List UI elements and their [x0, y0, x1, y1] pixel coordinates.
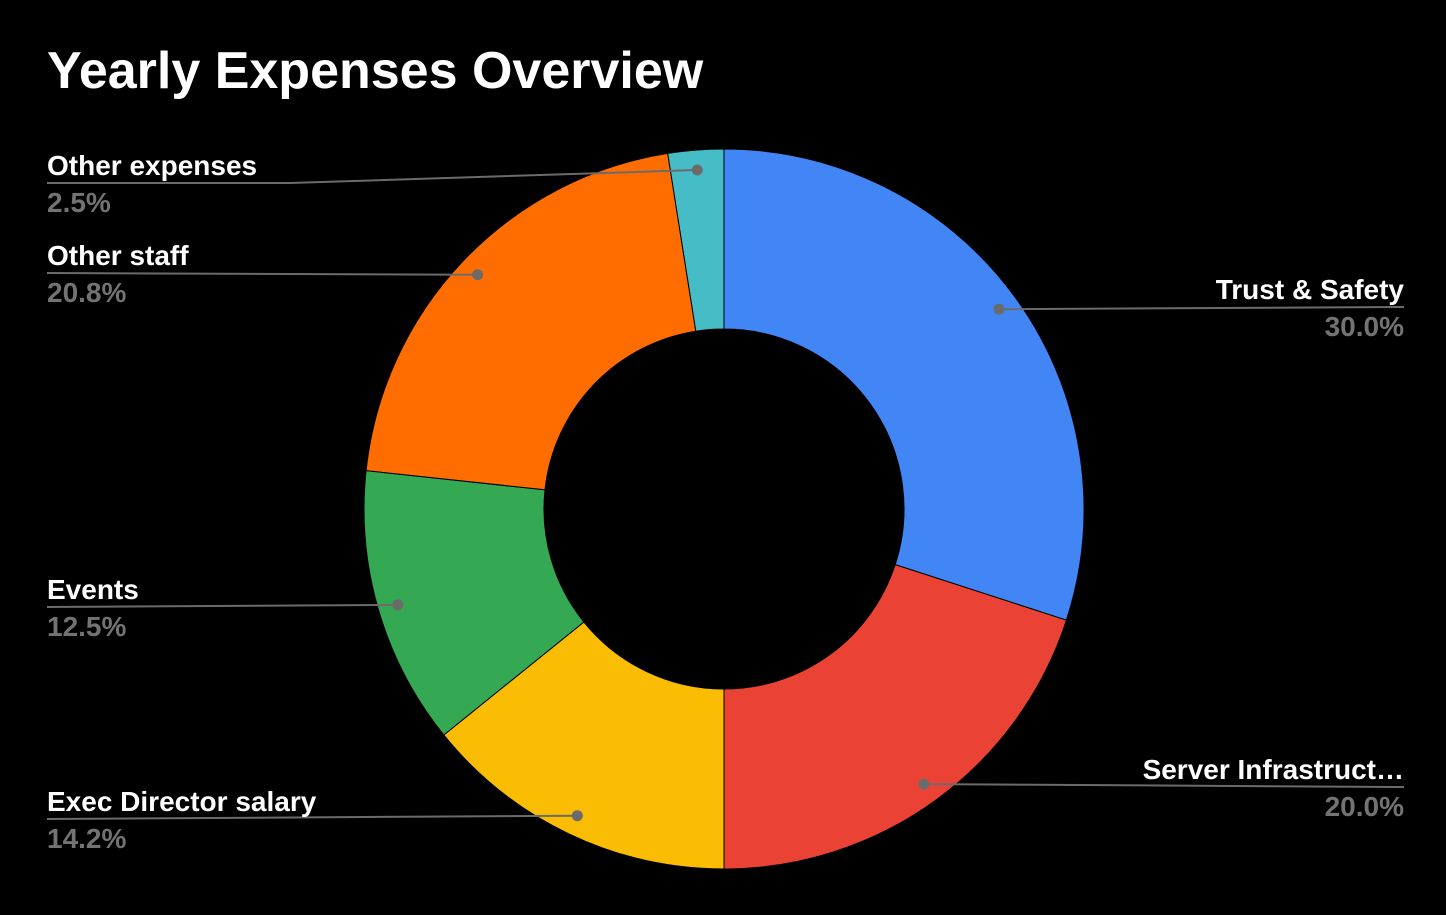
slice-label: Other staff — [47, 240, 189, 271]
chart-title: Yearly Expenses Overview — [47, 42, 704, 100]
leader-dot — [571, 810, 583, 822]
leader-dot — [392, 599, 404, 611]
pie-slice-other-expenses[interactable] — [667, 148, 725, 332]
pie-slice-server-infrastruct[interactable] — [723, 563, 1068, 870]
pie-slice-events[interactable] — [363, 470, 585, 736]
slice-percent: 30.0% — [1324, 311, 1404, 342]
leader-line — [47, 169, 698, 184]
leader-line — [46, 814, 578, 820]
slice-callout-other-staff: Other staff 20.8% — [47, 239, 189, 309]
leader-dot — [691, 164, 703, 176]
slice-label: Exec Director salary — [47, 786, 317, 817]
leader-dot — [993, 303, 1005, 315]
slice-callout-exec-director-salary: Exec Director salary 14.2% — [47, 785, 316, 855]
leader-dot — [918, 778, 930, 790]
slice-percent: 12.5% — [47, 611, 127, 642]
pie-slice-other-staff[interactable] — [365, 152, 697, 491]
slice-label: Trust & Safety — [1215, 274, 1404, 305]
pie-slice-trust-safety[interactable] — [723, 148, 1085, 621]
slice-percent: 2.5% — [47, 187, 111, 218]
leader-line — [999, 306, 1405, 311]
pie-slice-exec-director-salary[interactable] — [443, 621, 725, 870]
slice-callout-events: Events 12.5% — [47, 573, 139, 643]
slice-label: Other expenses — [47, 150, 258, 181]
slice-percent: 14.2% — [47, 823, 127, 854]
slice-callout-trust-safety: Trust & Safety 30.0% — [1216, 273, 1404, 343]
leader-line — [46, 603, 398, 608]
leader-dot — [472, 269, 484, 281]
slice-callout-server-infrastructure: Server Infrastruct… 20.0% — [1143, 753, 1404, 823]
slice-label: Events — [47, 574, 139, 605]
slice-label: Server Infrastruct… — [1142, 754, 1404, 785]
slice-callout-other-expenses: Other expenses 2.5% — [47, 149, 257, 219]
leader-line — [46, 272, 478, 276]
leader-line — [923, 783, 1405, 788]
slice-percent: 20.8% — [47, 277, 127, 308]
slice-percent: 20.0% — [1324, 791, 1404, 822]
